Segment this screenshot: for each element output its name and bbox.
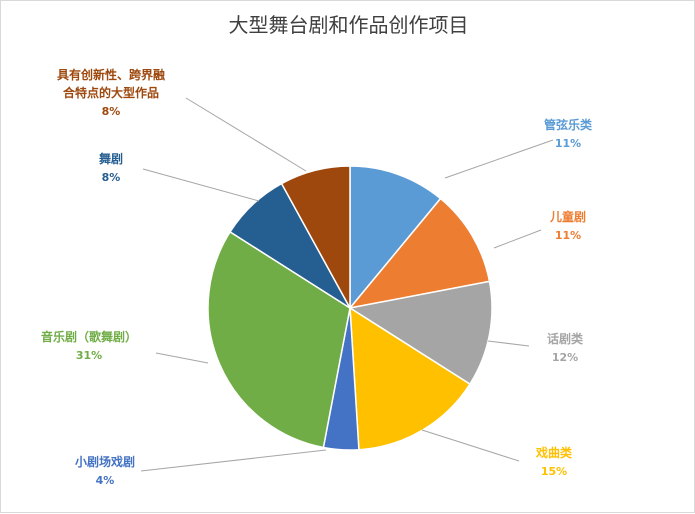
leader-line-4: [140, 449, 327, 472]
pie-slices: [207, 165, 493, 451]
leader-line-7: [185, 97, 307, 172]
data-labels: 管弦乐类 11% 儿童剧 11% 话剧类 12% 戏曲类 15% 小剧场戏剧 4% 音乐剧（歌舞剧）…: [41, 67, 593, 487]
leader-line-1: [493, 229, 542, 249]
data-label-3: 戏曲类 15%: [535, 445, 573, 478]
data-label-7: 具有创新性、跨界融合特点的大型作品 8%: [57, 67, 165, 118]
data-label-0: 管弦乐类 11%: [544, 117, 593, 150]
leader-lines: [140, 97, 554, 472]
leader-line-3: [421, 429, 520, 462]
data-label-4: 小剧场戏剧 4%: [75, 454, 135, 487]
leader-line-5: [155, 352, 209, 364]
data-label-2: 话剧类 12%: [547, 331, 584, 364]
data-label-6: 舞剧 8%: [98, 151, 123, 184]
pie-slice-0: [349, 165, 442, 311]
pie-slice-7: [280, 165, 351, 309]
pie-slice-1: [348, 197, 491, 310]
leader-line-6: [142, 168, 260, 202]
chart-title: 大型舞台剧和作品创作项目: [228, 13, 469, 37]
leader-line-2: [487, 340, 530, 347]
data-label-5: 音乐剧（歌舞剧） 31%: [41, 329, 137, 362]
pie-slice-2: [347, 280, 493, 386]
leader-line-0: [444, 139, 554, 179]
data-label-1: 儿童剧 11%: [549, 209, 586, 242]
